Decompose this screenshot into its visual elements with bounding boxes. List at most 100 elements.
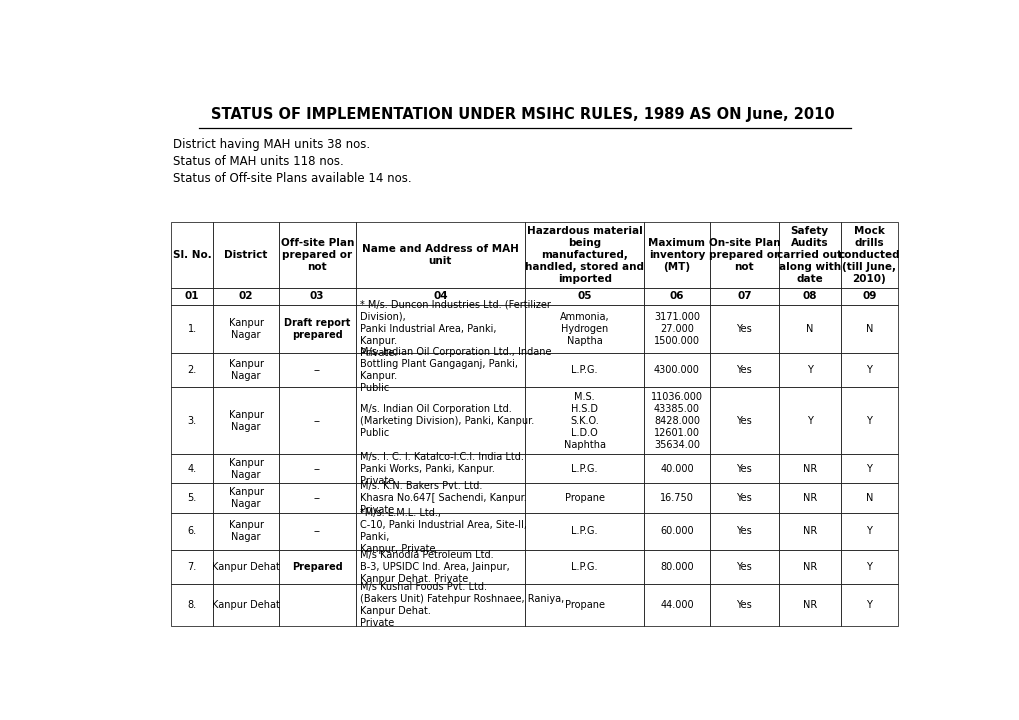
Bar <box>644 550 709 584</box>
Bar <box>356 222 525 288</box>
Bar <box>171 222 213 288</box>
Bar <box>278 288 356 305</box>
Bar <box>644 305 709 353</box>
Bar <box>779 550 840 584</box>
Bar <box>644 584 709 626</box>
Bar <box>525 353 644 387</box>
Bar <box>779 454 840 483</box>
Text: Kanpur Dehat: Kanpur Dehat <box>212 562 279 572</box>
Text: Kanpur
Nagar: Kanpur Nagar <box>228 359 263 381</box>
Text: Propane: Propane <box>565 493 604 503</box>
Bar <box>171 584 213 626</box>
Bar <box>779 305 840 353</box>
Bar <box>171 550 213 584</box>
Text: Name and Address of MAH
unit: Name and Address of MAH unit <box>362 244 519 266</box>
Bar <box>840 513 898 550</box>
Bar <box>709 353 779 387</box>
Text: Mock
drills
conducted
(till June,
2010): Mock drills conducted (till June, 2010) <box>838 226 900 284</box>
Bar <box>709 288 779 305</box>
Text: District: District <box>224 250 267 260</box>
Bar <box>213 353 278 387</box>
Bar <box>840 550 898 584</box>
Bar <box>644 454 709 483</box>
Bar <box>525 454 644 483</box>
Bar <box>525 222 644 288</box>
Text: 02: 02 <box>238 292 253 301</box>
Text: L.P.G.: L.P.G. <box>571 365 597 375</box>
Text: 11036.000
43385.00
8428.000
12601.00
35634.00: 11036.000 43385.00 8428.000 12601.00 356… <box>650 392 702 450</box>
Text: --: -- <box>314 415 320 426</box>
Bar <box>709 584 779 626</box>
Bar <box>171 513 213 550</box>
Text: 44.000: 44.000 <box>659 600 693 610</box>
Bar <box>525 550 644 584</box>
Bar <box>213 513 278 550</box>
Text: M/s. I. C. I. Katalco-I.C.I. India Ltd.
Panki Works, Panki, Kanpur.
Private: M/s. I. C. I. Katalco-I.C.I. India Ltd. … <box>360 451 523 486</box>
Bar <box>779 483 840 513</box>
Text: 3.: 3. <box>187 415 197 426</box>
Text: * M/s. Duncon Industries Ltd. (Fertilizer
Division),
Panki Industrial Area, Pank: * M/s. Duncon Industries Ltd. (Fertilize… <box>360 300 550 358</box>
Text: Yes: Yes <box>736 562 751 572</box>
Text: Y: Y <box>865 464 871 474</box>
Text: Kanpur
Nagar: Kanpur Nagar <box>228 410 263 432</box>
Text: 5.: 5. <box>187 493 197 503</box>
Text: 3171.000
27.000
1500.000: 3171.000 27.000 1500.000 <box>653 312 699 346</box>
Bar <box>709 483 779 513</box>
Bar <box>171 483 213 513</box>
Bar <box>840 222 898 288</box>
Text: 06: 06 <box>669 292 684 301</box>
Bar <box>644 513 709 550</box>
Bar <box>213 305 278 353</box>
Bar <box>779 387 840 454</box>
Bar <box>171 288 213 305</box>
Bar <box>278 387 356 454</box>
Text: 6.: 6. <box>187 526 197 536</box>
Bar <box>278 305 356 353</box>
Text: 80.000: 80.000 <box>659 562 693 572</box>
Bar <box>213 387 278 454</box>
Text: N: N <box>865 324 872 333</box>
Text: Yes: Yes <box>736 600 751 610</box>
Bar <box>644 353 709 387</box>
Text: --: -- <box>314 526 320 536</box>
Text: 40.000: 40.000 <box>659 464 693 474</box>
Text: --: -- <box>314 464 320 474</box>
Text: District having MAH units 38 nos.: District having MAH units 38 nos. <box>173 138 370 151</box>
Bar <box>525 305 644 353</box>
Text: NR: NR <box>802 464 816 474</box>
Text: Hazardous material
being
manufactured,
handled, stored and
imported: Hazardous material being manufactured, h… <box>525 226 644 284</box>
Text: Yes: Yes <box>736 493 751 503</box>
Text: 01: 01 <box>184 292 199 301</box>
Bar <box>356 584 525 626</box>
Text: Off-site Plan
prepared or
not: Off-site Plan prepared or not <box>280 238 354 272</box>
Bar <box>644 387 709 454</box>
Bar <box>278 513 356 550</box>
Text: Sl. No.: Sl. No. <box>172 250 211 260</box>
Text: N: N <box>865 493 872 503</box>
Bar <box>356 305 525 353</box>
Bar <box>709 387 779 454</box>
Text: Y: Y <box>806 365 812 375</box>
Bar <box>213 483 278 513</box>
Text: N: N <box>805 324 812 333</box>
Text: 04: 04 <box>433 292 447 301</box>
Bar <box>779 222 840 288</box>
Text: Kanpur
Nagar: Kanpur Nagar <box>228 318 263 340</box>
Bar <box>525 483 644 513</box>
Bar <box>171 305 213 353</box>
Text: 03: 03 <box>310 292 324 301</box>
Bar <box>525 288 644 305</box>
Text: 2.: 2. <box>187 365 197 375</box>
Text: M/s. Indian Oil Corporation Ltd., Indane
Bottling Plant Gangaganj, Panki,
Kanpur: M/s. Indian Oil Corporation Ltd., Indane… <box>360 347 550 393</box>
Text: Yes: Yes <box>736 324 751 333</box>
Text: M/s Kushal Foods Pvt. Ltd.
(Bakers Unit) Fatehpur Roshnaee, Raniya,
Kanpur Dehat: M/s Kushal Foods Pvt. Ltd. (Bakers Unit)… <box>360 582 564 628</box>
Text: Y: Y <box>865 600 871 610</box>
Bar <box>709 550 779 584</box>
Text: On-site Plan
prepared or
not: On-site Plan prepared or not <box>708 238 780 272</box>
Bar <box>525 584 644 626</box>
Text: Kanpur
Nagar: Kanpur Nagar <box>228 458 263 480</box>
Bar <box>709 513 779 550</box>
Bar <box>779 584 840 626</box>
Bar <box>356 483 525 513</box>
Text: Status of Off-site Plans available 14 nos.: Status of Off-site Plans available 14 no… <box>173 172 412 185</box>
